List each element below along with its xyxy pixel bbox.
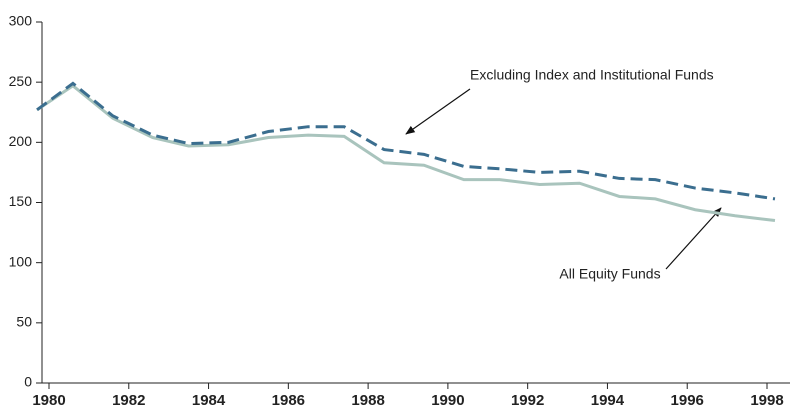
- annotation: Excluding Index and Institutional Funds: [470, 67, 714, 83]
- x-tick-label: 1982: [112, 392, 145, 409]
- y-tick-label: 0: [24, 374, 32, 390]
- series-line: [36, 83, 776, 223]
- x-tick-label: 1984: [192, 392, 226, 409]
- x-tick-label: 1992: [511, 392, 544, 409]
- y-tick-label: 300: [9, 13, 33, 29]
- y-tick-label: 250: [9, 73, 33, 89]
- x-tick-label: 1988: [351, 392, 384, 409]
- series-line: [36, 81, 776, 201]
- annotation-arrow: [665, 207, 722, 270]
- y-tick-label: 150: [9, 193, 33, 209]
- x-tick-label: 1980: [32, 392, 65, 409]
- x-tick-label: 1994: [591, 392, 625, 409]
- annotation: All Equity Funds: [559, 266, 660, 282]
- y-tick-label: 200: [9, 133, 33, 149]
- y-tick-label: 50: [16, 314, 32, 330]
- x-tick-label: 1996: [671, 392, 704, 409]
- y-tick-label: 100: [9, 253, 33, 269]
- x-tick-label: 1986: [272, 392, 305, 409]
- x-tick-label: 1990: [431, 392, 464, 409]
- x-tick-label: 1998: [750, 392, 783, 409]
- annotation-arrow: [405, 88, 471, 135]
